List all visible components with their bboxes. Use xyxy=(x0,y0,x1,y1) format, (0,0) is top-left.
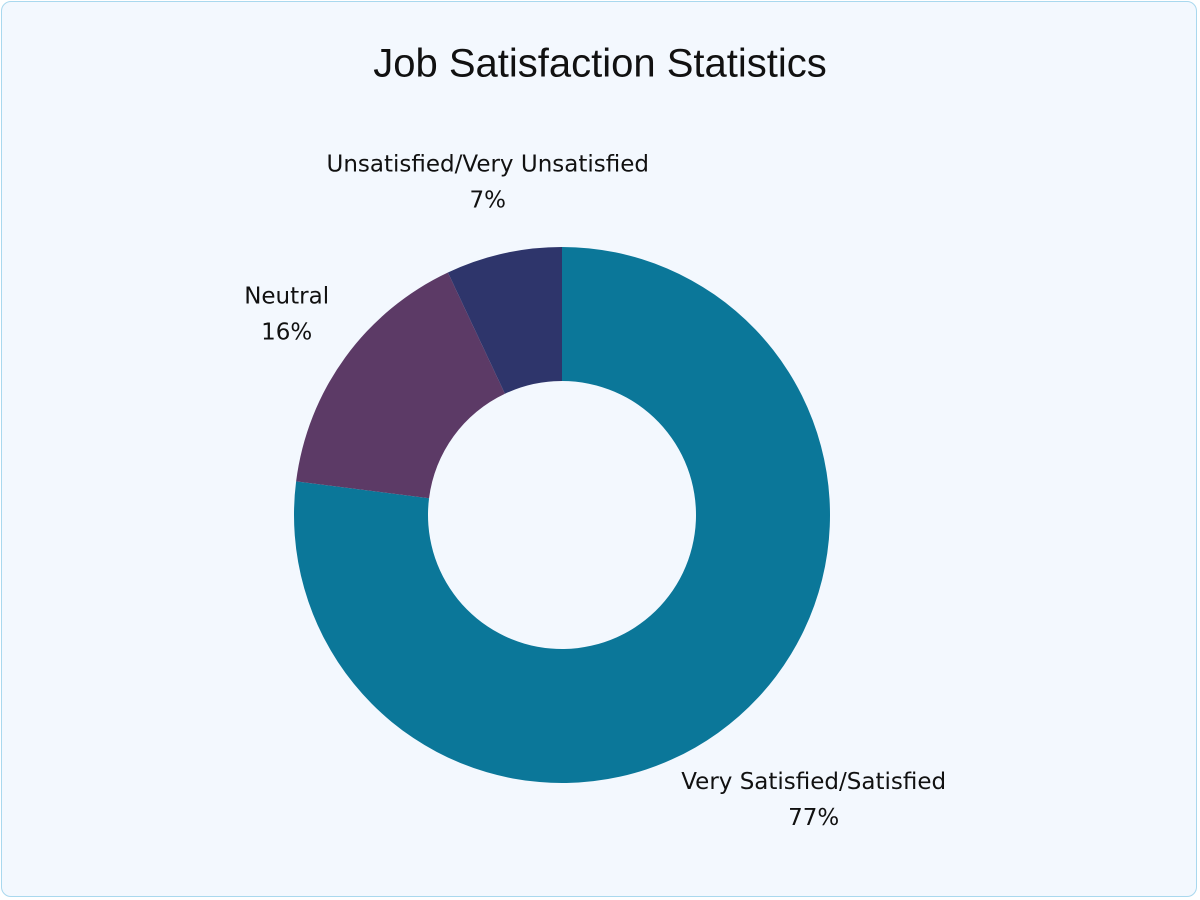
slice-value-label: 7% xyxy=(470,187,507,213)
slice-label: Very Satisfied/Satisfied xyxy=(681,769,946,795)
donut-slice xyxy=(296,272,505,499)
chart-title: Job Satisfaction Statistics xyxy=(373,42,827,86)
slice-label: Unsatisfied/Very Unsatisfied xyxy=(327,151,649,177)
slice-label: Neutral xyxy=(244,283,329,309)
slice-value-label: 16% xyxy=(261,319,312,345)
donut-slice xyxy=(294,247,830,783)
donut-slice xyxy=(447,247,562,394)
slice-value-label: 77% xyxy=(788,805,839,831)
